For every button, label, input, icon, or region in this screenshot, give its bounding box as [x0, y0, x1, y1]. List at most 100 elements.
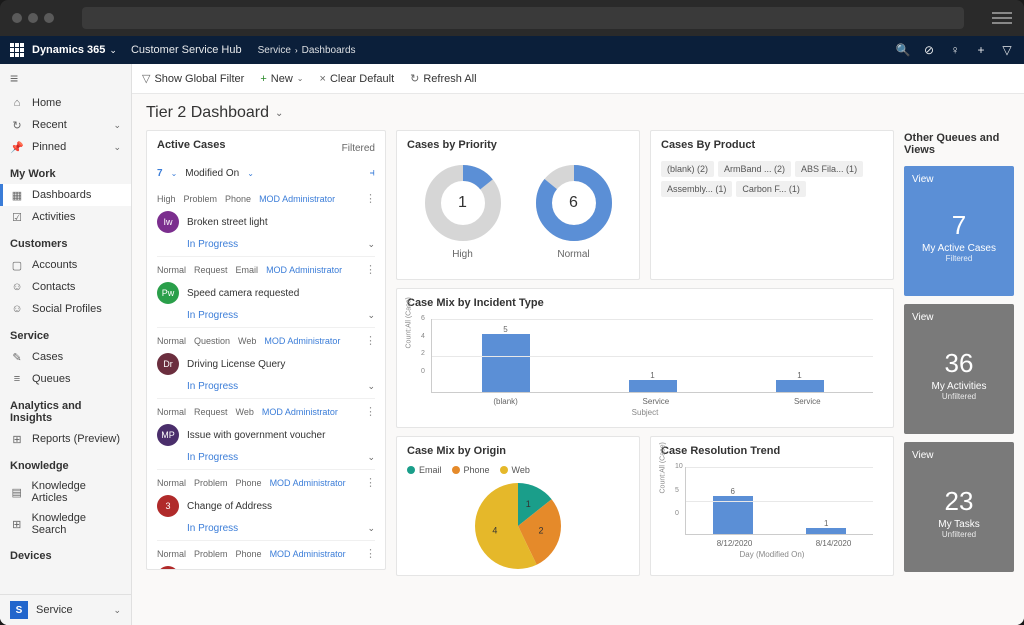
bar[interactable]: 5 — [476, 325, 536, 392]
cmd-show-filter[interactable]: ▽Show Global Filter — [142, 72, 244, 85]
pie-chart[interactable]: 124 — [475, 483, 561, 569]
minimize-light[interactable] — [28, 13, 38, 23]
active-cases-card: Active Cases Filtered 7 ⌄ Modified On ⌄ … — [146, 130, 386, 570]
legend-item[interactable]: Web — [500, 465, 530, 475]
nav-item-dashboards[interactable]: ▦ Dashboards — [0, 184, 131, 206]
x-axis-label: Subject — [407, 408, 883, 417]
legend-item[interactable]: Phone — [452, 465, 490, 475]
case-row[interactable]: Normal Request Web MOD Administrator ⋮ M… — [157, 399, 375, 470]
app-name[interactable]: Dynamics 365 — [32, 44, 105, 56]
refresh-icon: ↻ — [410, 72, 419, 85]
nav-item-reports-(preview)[interactable]: ⊞ Reports (Preview) — [0, 428, 131, 450]
avatar: MP — [157, 424, 179, 446]
close-light[interactable] — [12, 13, 22, 23]
app-launcher-icon[interactable] — [10, 43, 24, 57]
chevron-down-icon[interactable]: ⌄ — [367, 239, 375, 250]
case-row[interactable]: Normal Question Web MOD Administrator ⋮ … — [157, 328, 375, 399]
legend-item[interactable]: Email — [407, 465, 442, 475]
nav-item-activities[interactable]: ☑ Activities — [0, 206, 131, 228]
case-row[interactable]: Normal Problem Phone MOD Administrator ⋮… — [157, 470, 375, 541]
nav-item-knowledge-search[interactable]: ⊞ Knowledge Search — [0, 508, 131, 540]
url-bar[interactable] — [82, 7, 964, 29]
filtered-label[interactable]: Filtered — [342, 143, 375, 154]
case-count: 7 — [157, 168, 163, 179]
queue-tile[interactable]: View 7 My Active Cases Filtered — [904, 166, 1014, 296]
case-row[interactable]: Normal Request Email MOD Administrator ⋮… — [157, 257, 375, 328]
more-icon[interactable]: ⋮ — [365, 405, 375, 418]
card-title: Cases By Product — [661, 139, 883, 151]
traffic-lights — [12, 13, 54, 23]
dashboard-title-row[interactable]: Tier 2 Dashboard ⌄ — [132, 94, 1024, 130]
nav-item-cases[interactable]: ✎ Cases — [0, 346, 131, 368]
cmd-new[interactable]: +New⌄ — [260, 73, 303, 85]
bar[interactable]: 1 — [623, 371, 683, 392]
more-icon[interactable]: ⋮ — [365, 547, 375, 560]
queue-tile[interactable]: View 23 My Tasks Unfiltered — [904, 442, 1014, 572]
more-icon[interactable]: ⋮ — [365, 334, 375, 347]
breadcrumb-1[interactable]: Dashboards — [302, 45, 356, 56]
nav-toggle-icon[interactable]: ≡ — [0, 64, 131, 92]
sort-label[interactable]: Modified On — [185, 168, 239, 179]
more-icon[interactable]: ⋮ — [365, 263, 375, 276]
cmd-clear[interactable]: ×Clear Default — [320, 73, 395, 85]
chevron-down-icon[interactable]: ⌄ — [367, 523, 375, 534]
chevron-down-icon[interactable]: ⌄ — [247, 169, 254, 178]
maximize-light[interactable] — [44, 13, 54, 23]
breadcrumb-0[interactable]: Service — [258, 45, 291, 56]
add-icon[interactable]: + — [974, 43, 988, 57]
nav-item-home[interactable]: ⌂ Home — [0, 92, 131, 114]
more-icon[interactable]: ⋮ — [365, 192, 375, 205]
more-icon[interactable]: ⋮ — [365, 476, 375, 489]
queue-tile[interactable]: View 36 My Activities Unfiltered — [904, 304, 1014, 434]
product-tag[interactable]: Carbon F... (1) — [736, 181, 806, 197]
avatar: Iw — [157, 211, 179, 233]
svg-text:2: 2 — [539, 526, 544, 536]
tile-view-link[interactable]: View — [912, 312, 1006, 323]
product-tag[interactable]: ArmBand ... (2) — [718, 161, 791, 177]
app-chevron-icon[interactable]: ⌄ — [109, 45, 117, 56]
nav-header: Service — [0, 320, 131, 346]
product-tag[interactable]: (blank) (2) — [661, 161, 714, 177]
assistant-icon[interactable]: ♀ — [948, 43, 962, 57]
search-icon[interactable]: 🔍 — [896, 43, 910, 57]
nav-item-queues[interactable]: ≡ Queues — [0, 368, 131, 390]
chevron-down-icon[interactable]: ⌄ — [367, 452, 375, 463]
origin-card: Case Mix by Origin Email Phone Web 124 — [396, 436, 640, 576]
browser-menu-icon[interactable] — [992, 12, 1012, 24]
bar[interactable]: 6 — [703, 487, 763, 534]
cmd-refresh[interactable]: ↻Refresh All — [410, 72, 476, 85]
nav-item-contacts[interactable]: ☺ Contacts — [0, 276, 131, 298]
case-row[interactable]: High Problem Phone MOD Administrator ⋮ I… — [157, 186, 375, 257]
chevron-down-icon[interactable]: ⌄ — [367, 310, 375, 321]
chevron-down-icon[interactable]: ⌄ — [171, 169, 178, 178]
nav-item-pinned[interactable]: 📌 Pinned ⌄ — [0, 136, 131, 158]
tile-view-link[interactable]: View — [912, 450, 1006, 461]
case-row[interactable]: Normal Problem Phone MOD Administrator ⋮… — [157, 541, 375, 570]
filter-icon[interactable]: ▽ — [1000, 43, 1014, 57]
product-tag[interactable]: ABS Fila... (1) — [795, 161, 863, 177]
nav-header: Devices — [0, 540, 131, 566]
nav-item-accounts[interactable]: ▢ Accounts — [0, 254, 131, 276]
nav-item-social-profiles[interactable]: ☺ Social Profiles — [0, 298, 131, 320]
chart-icon[interactable]: ⫞ — [370, 167, 376, 180]
nav-icon: ✎ — [10, 350, 24, 364]
tile-view-link[interactable]: View — [912, 174, 1006, 185]
avatar: Dr — [157, 353, 179, 375]
donut-normal[interactable]: 6 Normal — [534, 163, 614, 260]
donut-high[interactable]: 1 High — [423, 163, 503, 260]
task-icon[interactable]: ⊘ — [922, 43, 936, 57]
product-card: Cases By Product (blank) (2)ArmBand ... … — [650, 130, 894, 280]
chevron-down-icon[interactable]: ⌄ — [367, 381, 375, 392]
dashboard-grid: Active Cases Filtered 7 ⌄ Modified On ⌄ … — [132, 130, 1024, 625]
product-tag[interactable]: Assembly... (1) — [661, 181, 732, 197]
avatar: 3 — [157, 495, 179, 517]
nav-item-recent[interactable]: ↻ Recent ⌄ — [0, 114, 131, 136]
nav-item-knowledge-articles[interactable]: ▤ Knowledge Articles — [0, 476, 131, 508]
nav-area-switcher[interactable]: S Service ⌄ — [0, 594, 131, 625]
dashboard-title: Tier 2 Dashboard — [146, 104, 269, 122]
card-title: Case Mix by Origin — [407, 445, 629, 457]
content: ▽Show Global Filter +New⌄ ×Clear Default… — [132, 64, 1024, 625]
app-hub[interactable]: Customer Service Hub — [131, 44, 242, 56]
bar[interactable]: 1 — [770, 371, 830, 392]
bar[interactable]: 1 — [796, 519, 856, 534]
